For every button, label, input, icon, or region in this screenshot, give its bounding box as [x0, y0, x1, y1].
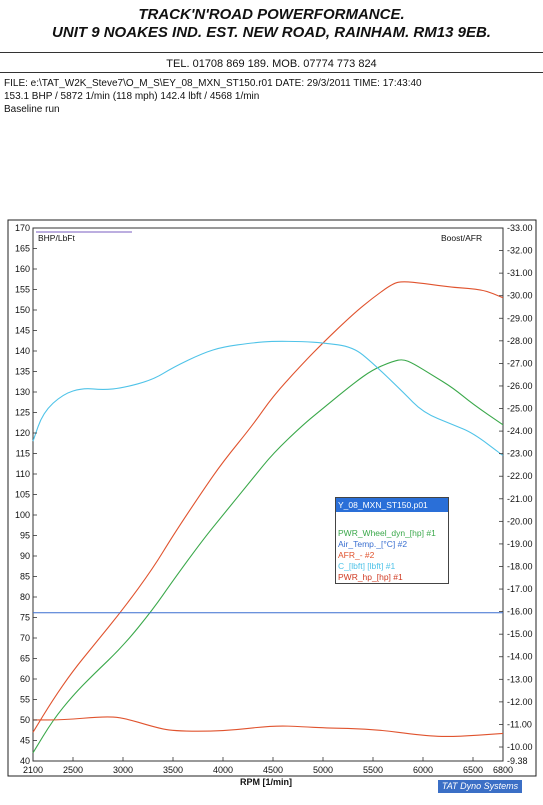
right-tick-label: -13.00 — [507, 674, 533, 684]
series-line-c-lbft-lbft-1 — [32, 340, 504, 456]
left-tick-label: 130 — [15, 387, 30, 397]
left-tick-label: 45 — [20, 736, 30, 746]
right-tick-label: -28.00 — [507, 336, 533, 346]
right-tick-label: -25.00 — [507, 404, 533, 414]
left-tick-label: 145 — [15, 326, 30, 336]
right-tick-label: -17.00 — [507, 584, 533, 594]
left-tick-label: 165 — [15, 244, 30, 254]
x-tick-label: 6500 — [463, 765, 483, 775]
right-tick-label: -21.00 — [507, 494, 533, 504]
company-name: TRACK'N'ROAD POWERFORMANCE. — [138, 6, 405, 23]
right-tick-label: -19.00 — [507, 539, 533, 549]
left-tick-label: 80 — [20, 592, 30, 602]
left-tick-label: 65 — [20, 654, 30, 664]
legend-entry[interactable]: AFR_- #2 — [338, 550, 375, 560]
left-tick-label: 75 — [20, 613, 30, 623]
left-tick-label: 105 — [15, 490, 30, 500]
right-tick-label: -15.00 — [507, 629, 533, 639]
left-axis-label: BHP/LbFt — [38, 233, 75, 243]
run-note: Baseline run — [4, 104, 60, 115]
right-tick-label: -22.00 — [507, 471, 533, 481]
file-info: FILE: e:\TAT_W2K_Steve7\O_M_S\EY_08_MXN_… — [4, 78, 422, 89]
right-tick-label: -29.00 — [507, 313, 533, 323]
brand-prefix: TAT — [441, 781, 458, 791]
right-tick-label: -31.00 — [507, 268, 533, 278]
dyno-chart: 40 45 50 55 60 65 70 75 80 85 90 95 100 105 110 115 120 1… — [0, 215, 543, 800]
left-tick-label: 140 — [15, 346, 30, 356]
right-tick-label: -30.00 — [507, 291, 533, 301]
right-tick-label: -16.00 — [507, 607, 533, 617]
company-phone: TEL. 01708 869 189. MOB. 07774 773 824 — [166, 58, 377, 70]
right-tick-label: -23.00 — [507, 449, 533, 459]
left-tick-label: 55 — [20, 695, 30, 705]
series-line-afr-2 — [32, 716, 504, 737]
left-tick-label: 115 — [16, 449, 30, 459]
left-tick-label: 70 — [20, 633, 30, 643]
chart-frame — [7, 219, 537, 777]
right-tick-label: -20.00 — [507, 516, 533, 526]
plot-area — [32, 227, 504, 762]
dyno-chart-svg: 40 45 50 55 60 65 70 75 80 85 90 95 100 105 110 115 120 1… — [7, 219, 537, 787]
left-tick-label: 135 — [15, 367, 30, 377]
right-tick-label: -32.00 — [507, 246, 533, 256]
left-tick-label: 90 — [20, 551, 30, 561]
header-divider — [0, 52, 543, 53]
right-tick-label: -14.00 — [507, 652, 533, 662]
legend-entry[interactable]: C_[lbft] [lbft] #1 — [338, 561, 396, 571]
right-tick-label: -33.00 — [507, 223, 533, 233]
x-tick-label: 5000 — [313, 765, 333, 775]
result-summary: 153.1 BHP / 5872 1/min (118 mph) 142.4 l… — [4, 91, 260, 102]
left-tick-label: 170 — [15, 223, 30, 233]
right-tick-label: -9.38 — [507, 756, 528, 766]
right-tick-label: -27.00 — [507, 358, 533, 368]
left-tick-label: 85 — [20, 572, 30, 582]
legend-selected-run[interactable]: Y_08_MXN_ST150.p01 — [336, 498, 448, 512]
x-tick-label: 6000 — [413, 765, 433, 775]
right-tick-label: -24.00 — [507, 426, 533, 436]
left-tick-label: 110 — [16, 469, 30, 479]
left-tick-label: 100 — [15, 510, 30, 520]
x-tick-label: 6800 — [493, 765, 513, 775]
right-axis-label: Boost/AFR — [441, 233, 482, 243]
left-tick-label: 150 — [15, 305, 30, 315]
left-tick-label: 40 — [20, 756, 30, 766]
series-line-pwr-wheel-dyn-hp-1 — [32, 359, 504, 754]
legend-entry[interactable]: PWR_hp_[hp] #1 — [338, 572, 403, 582]
series-line-pwr-hp-hp-1 — [32, 281, 504, 733]
left-tick-label: 50 — [20, 715, 30, 725]
x-tick-label: 3500 — [163, 765, 183, 775]
x-tick-label: 3000 — [113, 765, 133, 775]
x-axis-label: RPM [1/min] — [240, 777, 292, 787]
right-tick-label: -26.00 — [507, 381, 533, 391]
x-tick-label: 2100 — [23, 765, 43, 775]
brand-badge: TAT Dyno Systems — [438, 780, 522, 793]
x-tick-label: 2500 — [63, 765, 83, 775]
right-tick-label: -12.00 — [507, 697, 533, 707]
left-tick-label: 155 — [15, 285, 30, 295]
legend-entry[interactable]: PWR_Wheel_dyn_[hp] #1 — [338, 528, 436, 538]
x-tick-label: 5500 — [363, 765, 383, 775]
left-tick-label: 95 — [20, 531, 30, 541]
left-tick-label: 120 — [15, 428, 30, 438]
right-tick-label: -10.00 — [507, 742, 533, 752]
right-tick-label: -11.00 — [507, 719, 532, 729]
right-tick-label: -18.00 — [507, 561, 533, 571]
info-divider — [0, 72, 543, 73]
left-tick-label: 160 — [15, 264, 30, 274]
x-tick-label: 4500 — [263, 765, 283, 775]
brand-name: Dyno Systems — [460, 781, 519, 791]
company-address: UNIT 9 NOAKES IND. EST. NEW ROAD, RAINHA… — [52, 24, 491, 41]
left-tick-label: 125 — [15, 408, 30, 418]
legend-entry[interactable]: Air_Temp._[°C] #2 — [338, 539, 408, 549]
x-tick-label: 4000 — [213, 765, 233, 775]
left-tick-label: 60 — [20, 674, 30, 684]
chart-legend: Y_08_MXN_ST150.p01 PWR_Wheel_dyn_[hp] #1… — [335, 497, 449, 584]
